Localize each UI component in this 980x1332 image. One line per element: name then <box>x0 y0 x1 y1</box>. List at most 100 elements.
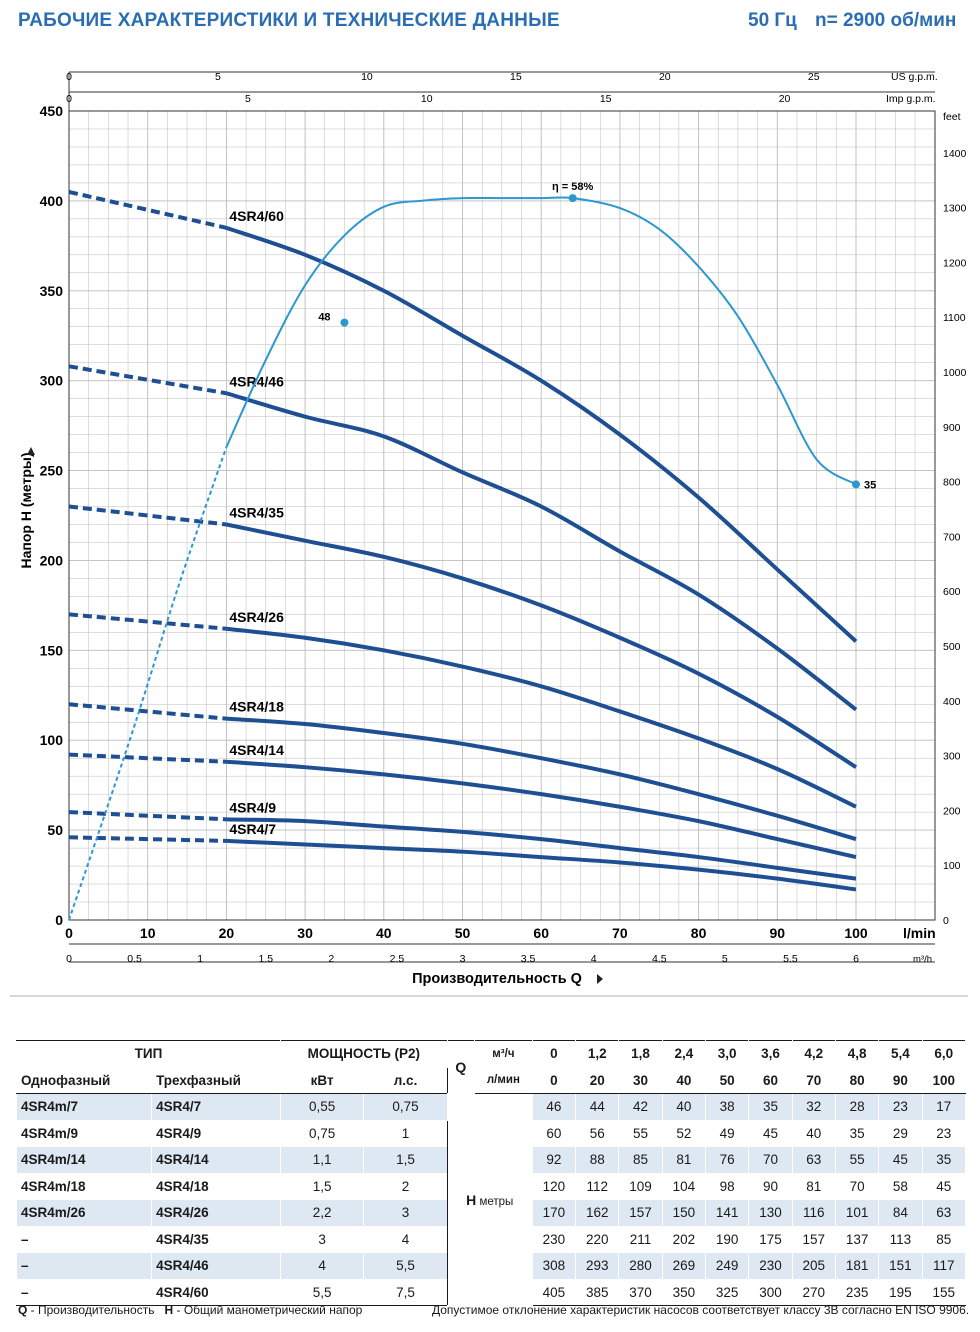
head-value: 113 <box>878 1225 923 1253</box>
x-axis-arrow-icon <box>597 974 603 984</box>
q-lmin-value: 100 <box>921 1066 967 1094</box>
head-value: 98 <box>705 1172 750 1200</box>
q-m3-value: 4,2 <box>791 1040 836 1068</box>
x-tick-label: 90 <box>770 925 786 941</box>
q-m3-value: 4,8 <box>834 1040 880 1068</box>
head-value: 35 <box>921 1146 967 1174</box>
head-value: 90 <box>748 1172 793 1200</box>
head-value: 325 <box>705 1278 750 1306</box>
x-tick-label: 70 <box>612 925 628 941</box>
pump-curve <box>226 626 857 809</box>
head-value: 101 <box>834 1199 880 1227</box>
header-kw: кВт <box>279 1066 365 1094</box>
head-value: 405 <box>531 1278 577 1306</box>
x-tick-label: 60 <box>533 925 549 941</box>
head-value: 44 <box>575 1093 620 1121</box>
y-tick-label: 100 <box>40 732 64 748</box>
power-hp: 3 <box>363 1199 448 1227</box>
x-tick-label: 20 <box>219 925 235 941</box>
head-value: 55 <box>618 1119 663 1147</box>
h-label-cell: H метры <box>446 1093 533 1306</box>
pump-curve-dashed <box>68 189 227 230</box>
head-value: 269 <box>661 1252 707 1280</box>
model-three-phase: 4SR4/26 <box>151 1199 281 1227</box>
curve-label: 4SR4/35 <box>229 504 284 520</box>
imp-gpm-tick-label: 15 <box>600 93 612 105</box>
x2-tick-label: 3 <box>460 953 466 965</box>
efficiency-point-label: 48 <box>318 312 330 324</box>
curve-label: 4SR4/7 <box>229 821 276 837</box>
pump-curve <box>225 391 858 712</box>
head-value: 293 <box>575 1252 620 1280</box>
efficiency-curve-dashed <box>68 446 228 921</box>
footer-h-key: H <box>164 1303 174 1317</box>
footer-q-desc: - Производительность <box>27 1303 155 1317</box>
curve-label: 4SR4/14 <box>229 742 284 758</box>
head-value: 17 <box>921 1093 967 1121</box>
model-single-phase: 4SR4m/14 <box>15 1146 153 1174</box>
header-three-phase: Трехфазный <box>151 1066 281 1094</box>
power-kw: 4 <box>279 1252 365 1280</box>
x-tick-label: 40 <box>376 925 392 941</box>
efficiency-curve <box>225 196 857 486</box>
footer-legend: Q - Производительность H - Общий маномет… <box>18 1303 362 1317</box>
x2-tick-label: 0.5 <box>127 953 142 965</box>
power-kw: 2,2 <box>279 1199 365 1227</box>
head-value: 195 <box>878 1278 923 1306</box>
model-single-phase: 4SR4m/7 <box>15 1093 153 1121</box>
q-lmin-value: 80 <box>834 1066 880 1094</box>
q-lmin-value: 30 <box>618 1066 663 1094</box>
model-three-phase: 4SR4/18 <box>151 1172 281 1200</box>
x2-tick-label: 1.5 <box>258 953 273 965</box>
head-value: 76 <box>705 1146 750 1174</box>
q-lmin-value: 40 <box>661 1066 707 1094</box>
feet-tick-label: 200 <box>943 805 961 817</box>
feet-tick-label: 1000 <box>943 367 967 379</box>
imp-gpm-tick-label: 10 <box>421 93 433 105</box>
table-row: –4SR4/60 5,5 7,5 405 385 370 350 325 300 270 235 19… <box>15 1278 967 1306</box>
frequency-label: 50 Гц <box>748 10 797 31</box>
head-value: 170 <box>531 1199 577 1227</box>
head-value: 205 <box>791 1252 836 1280</box>
q-unit-m3: м³/ч <box>474 1040 533 1068</box>
power-kw: 0,55 <box>279 1093 365 1121</box>
table-row: –4SR4/35 3 4 230 220 211 202 190 175 157 137 113 85 <box>15 1225 967 1253</box>
y-axis-arrow-icon <box>27 447 35 455</box>
pump-curve-dashed <box>68 702 227 721</box>
q-m3-value: 1,2 <box>575 1040 620 1068</box>
head-value: 300 <box>748 1278 793 1306</box>
feet-tick-label: 500 <box>943 641 961 653</box>
power-hp: 2 <box>363 1172 448 1200</box>
head-value: 235 <box>834 1278 880 1306</box>
table-row: 4SR4m/26 4SR4/26 2,2 3 170 162 157 150 141 130 116… <box>15 1199 967 1227</box>
head-value: 28 <box>834 1093 880 1121</box>
model-three-phase: 4SR4/7 <box>151 1093 281 1121</box>
feet-tick-label: 700 <box>943 531 961 543</box>
efficiency-point <box>852 480 860 489</box>
x-tick-label: 10 <box>140 925 156 941</box>
model-three-phase: 4SR4/46 <box>151 1252 281 1280</box>
head-value: 92 <box>531 1146 577 1174</box>
model-single-phase: – <box>15 1278 153 1306</box>
h-unit: метры <box>476 1195 514 1208</box>
q-m3-value: 3,6 <box>748 1040 793 1068</box>
q-lmin-value: 90 <box>878 1066 923 1094</box>
y-tick-label: 250 <box>40 463 64 479</box>
us-gpm-tick-label: 15 <box>510 71 522 83</box>
model-single-phase: – <box>15 1252 153 1280</box>
head-value: 58 <box>878 1172 923 1200</box>
head-value: 141 <box>705 1199 750 1227</box>
x2-tick-label: 2.5 <box>390 953 405 965</box>
head-value: 63 <box>791 1146 836 1174</box>
head-value: 60 <box>531 1119 577 1147</box>
feet-tick-label: 1200 <box>943 257 967 269</box>
head-value: 52 <box>661 1119 707 1147</box>
power-kw: 3 <box>279 1225 365 1253</box>
y-axis-label: Напор H (метры) <box>18 453 34 569</box>
power-kw: 1,5 <box>279 1172 365 1200</box>
y-tick-label: 450 <box>40 103 64 119</box>
curve-label: 4SR4/26 <box>229 609 284 625</box>
power-hp: 0,75 <box>363 1093 448 1121</box>
power-hp: 1,5 <box>363 1146 448 1174</box>
